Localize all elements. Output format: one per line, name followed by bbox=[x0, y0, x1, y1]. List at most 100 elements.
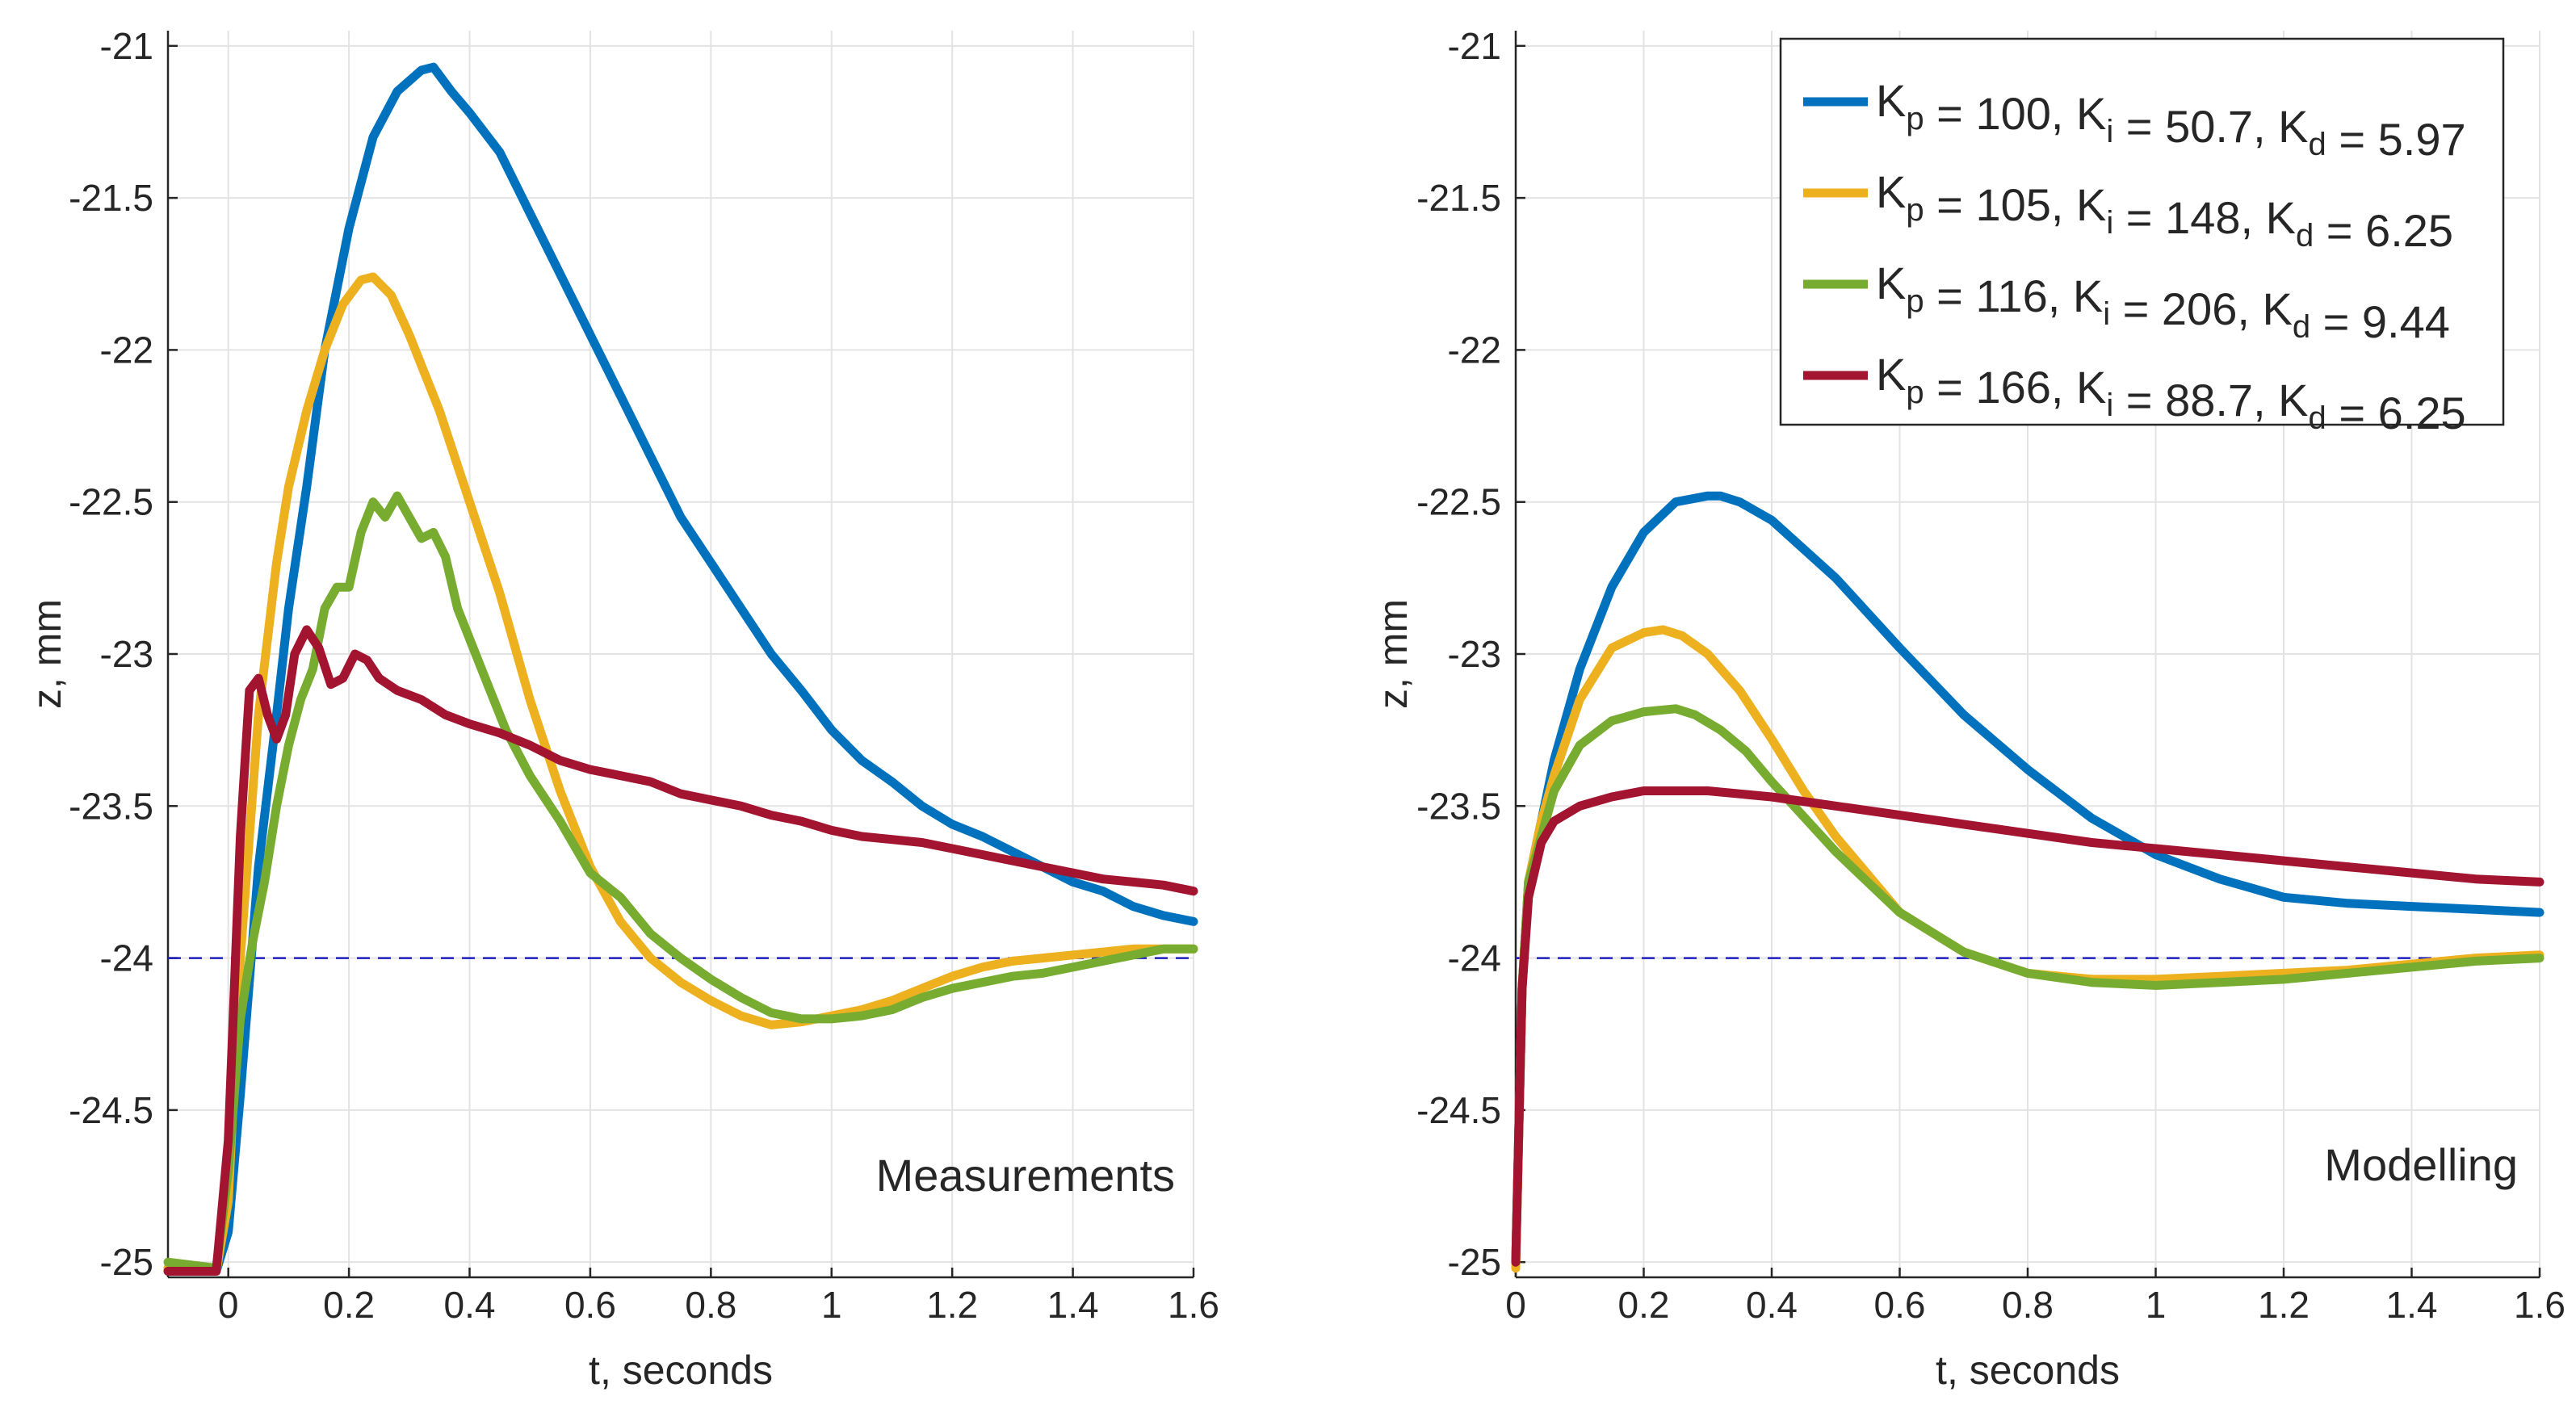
legend-text: , K bbox=[2253, 101, 2308, 152]
y-tick-label: -21.5 bbox=[1416, 177, 1501, 219]
legend-entry-4: Kp = 166, Ki = 88.7, Kd = 6.25 bbox=[1876, 349, 2466, 438]
x-tick-label: 0.8 bbox=[685, 1284, 736, 1326]
legend-text: 9.44 bbox=[2362, 296, 2450, 347]
x-axis-label: t, seconds bbox=[1936, 1348, 2120, 1393]
x-tick-label: 1.4 bbox=[1047, 1284, 1099, 1326]
right-chart: 0 0.2 0.4 0.6 0.8 1 1.2 1.4 1.6 -25 -24.5 -24 -23.5 -… bbox=[1370, 25, 2566, 1393]
y-tick-label: -24.5 bbox=[69, 1089, 153, 1131]
legend-subscript: d bbox=[2293, 309, 2310, 345]
legend-subscript: d bbox=[2296, 218, 2314, 254]
legend-text: 148 bbox=[2165, 192, 2240, 243]
legend-subscript: i bbox=[2106, 205, 2113, 241]
legend-text: , K bbox=[2253, 375, 2308, 426]
legend-text: = bbox=[2326, 114, 2378, 165]
legend-text: = bbox=[2110, 283, 2162, 334]
y-tick-label: -22 bbox=[1448, 329, 1501, 371]
x-tick-label: 1 bbox=[2146, 1284, 2167, 1326]
y-tick-label: -25 bbox=[1448, 1241, 1501, 1283]
x-tick-label: 0.2 bbox=[1618, 1284, 1670, 1326]
legend-text: , K bbox=[2241, 192, 2296, 243]
legend-subscript: d bbox=[2309, 400, 2326, 436]
x-tick-label: 0.4 bbox=[1746, 1284, 1798, 1326]
y-tick-label: -23.5 bbox=[1416, 785, 1501, 827]
legend-text: , K bbox=[2048, 270, 2103, 321]
legend-subscript: i bbox=[2106, 388, 2113, 423]
series-line-4 bbox=[1511, 786, 2545, 1267]
legend-text: 50.7 bbox=[2165, 101, 2253, 152]
legend-text: , K bbox=[2051, 88, 2106, 139]
y-tick-label: -25 bbox=[100, 1241, 153, 1283]
legend-text: 166 bbox=[1975, 362, 2050, 413]
legend-subscript: d bbox=[2309, 127, 2326, 162]
legend-text: = bbox=[1924, 179, 1976, 230]
x-tick-label: 0.6 bbox=[1874, 1284, 1926, 1326]
legend-text: 206 bbox=[2162, 283, 2237, 334]
legend-text: 88.7 bbox=[2165, 375, 2253, 426]
legend-text: 105 bbox=[1975, 179, 2050, 230]
legend-text: 5.97 bbox=[2378, 114, 2466, 165]
y-tick-label: -24 bbox=[1448, 937, 1501, 979]
series-line-3 bbox=[1511, 704, 2545, 1267]
x-tick-label: 1 bbox=[821, 1284, 842, 1326]
y-tick-label: -21 bbox=[100, 25, 153, 67]
legend-text: , K bbox=[2051, 179, 2106, 230]
legend-text: = bbox=[1924, 88, 1976, 139]
x-tick-label: 1.6 bbox=[1168, 1284, 1219, 1326]
y-tick-label: -22.5 bbox=[1416, 481, 1501, 523]
legend-text: K bbox=[1876, 349, 1906, 400]
y-tick-label: -22.5 bbox=[69, 481, 153, 523]
legend-entry-3: Kp = 116, Ki = 206, Kd = 9.44 bbox=[1876, 258, 2450, 347]
y-tick-label: -23 bbox=[100, 633, 153, 675]
series-line-2 bbox=[1511, 625, 2545, 1273]
series-line-2 bbox=[163, 272, 1198, 1276]
legend-entry-2: Kp = 105, Ki = 148, Kd = 6.25 bbox=[1876, 166, 2453, 256]
left-chart: 0 0.2 0.4 0.6 0.8 1 1.2 1.4 1.6 -25 -24.5 -24 -23.5 -… bbox=[24, 25, 1219, 1393]
y-tick-label: -21 bbox=[1448, 25, 1501, 67]
series-group bbox=[1511, 491, 2545, 1273]
right-annotation: Modelling bbox=[2324, 1139, 2518, 1190]
x-tick-label: 0.4 bbox=[444, 1284, 496, 1326]
legend-text: = bbox=[2314, 205, 2365, 256]
legend-text: , K bbox=[2237, 283, 2292, 334]
series-line-4 bbox=[163, 625, 1198, 1276]
legend-entry-1: Kp = 100, Ki = 50.7, Kd = 5.97 bbox=[1876, 75, 2466, 165]
legend-subscript: p bbox=[1906, 375, 1924, 410]
legend-text: = bbox=[2113, 192, 2165, 243]
x-tick-label: 0.6 bbox=[564, 1284, 616, 1326]
series-line-3 bbox=[163, 491, 1198, 1273]
x-tick-label: 0.8 bbox=[2002, 1284, 2054, 1326]
legend-text: = bbox=[2113, 375, 2165, 426]
x-tick-label: 1.2 bbox=[926, 1284, 978, 1326]
legend-subscript: i bbox=[2103, 296, 2110, 332]
legend-text: 100 bbox=[1975, 88, 2050, 139]
series-line-1 bbox=[163, 62, 1198, 1276]
legend-text: 6.25 bbox=[2378, 388, 2466, 438]
y-axis-label: z, mm bbox=[1370, 599, 1416, 709]
legend-text: 6.25 bbox=[2365, 205, 2453, 256]
y-tick-label: -24 bbox=[100, 937, 153, 979]
x-tick-label: 0 bbox=[1505, 1284, 1526, 1326]
y-tick-label: -23 bbox=[1448, 633, 1501, 675]
legend-subscript: p bbox=[1906, 192, 1924, 228]
legend-text: = bbox=[2326, 388, 2378, 438]
legend-text: K bbox=[1876, 258, 1906, 308]
legend-subscript: i bbox=[2106, 114, 2113, 149]
x-axis-label: t, seconds bbox=[589, 1348, 773, 1393]
y-tick-label: -21.5 bbox=[69, 177, 153, 219]
legend-text: , K bbox=[2051, 362, 2106, 413]
x-tick-label: 0 bbox=[218, 1284, 239, 1326]
left-annotation: Measurements bbox=[876, 1150, 1175, 1201]
legend-text: K bbox=[1876, 166, 1906, 217]
legend-text: 116 bbox=[1975, 270, 2047, 321]
legend-text: = bbox=[2113, 101, 2165, 152]
legend-text: = bbox=[2310, 296, 2362, 347]
y-axis-label: z, mm bbox=[24, 599, 69, 709]
series-line-1 bbox=[1511, 491, 2545, 1267]
x-tick-label: 1.2 bbox=[2258, 1284, 2310, 1326]
legend-text: = bbox=[1924, 270, 1976, 321]
legend-subscript: p bbox=[1906, 283, 1924, 319]
series-group bbox=[163, 62, 1198, 1276]
